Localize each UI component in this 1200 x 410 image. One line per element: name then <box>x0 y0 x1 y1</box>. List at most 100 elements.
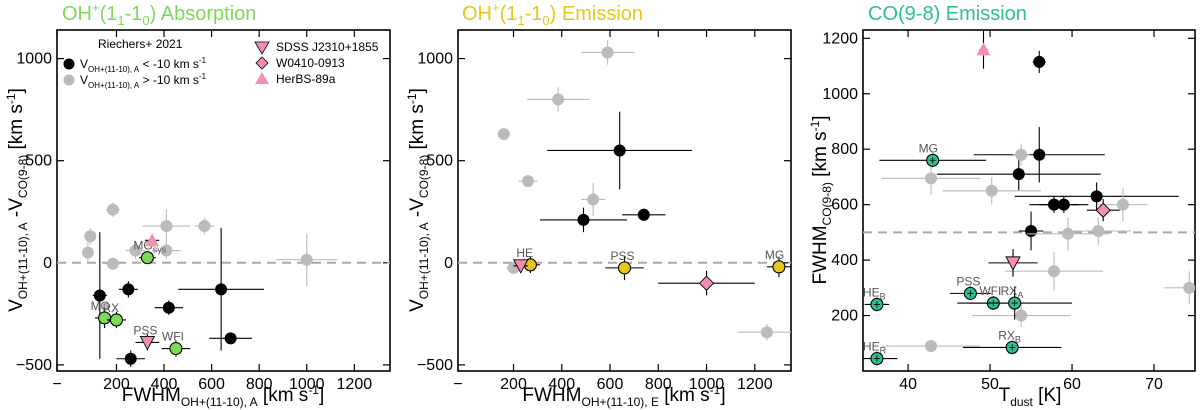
panel1-ytick-label: 500 <box>25 153 52 170</box>
panel3-point <box>1005 256 1021 271</box>
panel2-xtick-label: 400 <box>548 376 575 393</box>
panel3-point-label: WFI <box>979 284 1001 298</box>
panel3-xtick-label: 50 <box>981 376 999 393</box>
panel1-point <box>160 244 173 257</box>
panel1-point <box>124 352 137 365</box>
panel2-xtick-label: 200 <box>500 376 527 393</box>
panel3-point <box>1025 224 1038 237</box>
legend-marker-black <box>63 58 75 70</box>
legend-marker-herbs <box>255 72 269 84</box>
panel3-point <box>1012 168 1025 181</box>
panel2-point <box>587 193 600 206</box>
panel1-point <box>93 289 106 302</box>
legend-marker-grey <box>63 74 75 86</box>
legend-label-w0410: W0410-0913 <box>276 56 345 70</box>
panel3-point <box>976 42 991 56</box>
panel2-point <box>577 213 590 226</box>
panel3-title: CO(9-8) Emission <box>868 3 1027 25</box>
panel3-xlabel: Tdust [K] <box>999 385 1062 409</box>
panel3-ytick-label: 600 <box>831 197 858 214</box>
panel1-title: OH+(11-10) Absorption <box>62 0 256 28</box>
panel3-point <box>1033 148 1046 161</box>
panel3-point-label: PSS <box>956 274 980 288</box>
panel2-xtick-label: 600 <box>597 376 624 393</box>
panel3-point <box>1057 198 1070 211</box>
panel2-point-label: MG <box>765 248 784 262</box>
panel2-xtick-label: 800 <box>645 376 672 393</box>
panel1-point <box>84 230 97 243</box>
panel3-point <box>985 184 998 197</box>
panel1-xtick-label: 200 <box>103 376 130 393</box>
legend-label-herbs: HerBS-89a <box>276 72 336 86</box>
panel2-point <box>772 260 786 274</box>
panel2-xtick-label: − <box>453 376 462 393</box>
panel2-point <box>613 144 626 157</box>
panel2-point <box>512 259 529 274</box>
panel3-point <box>1095 202 1111 218</box>
panel1-xtick-label: 1000 <box>289 376 325 393</box>
panel1-xtick-label: 1200 <box>337 376 373 393</box>
panel1-ytick-label: 1000 <box>16 51 52 68</box>
panel1-axes-frame <box>56 29 391 372</box>
panel3-point-label: MG <box>919 141 938 155</box>
panel3-axes-frame <box>862 29 1196 372</box>
panel2-point-label: PSS <box>611 249 635 263</box>
panel1-point <box>139 335 156 351</box>
panel2-ytick-label: −500 <box>417 357 453 374</box>
panel2-axes-frame <box>457 29 792 372</box>
panel2-point <box>617 261 632 275</box>
panel3-point <box>1015 148 1028 161</box>
panel3-ytick-label: 800 <box>831 141 858 158</box>
panel1-ytick-label: 0 <box>43 255 52 272</box>
panel1-xtick-label: − <box>52 376 61 393</box>
panel2-point <box>698 275 715 291</box>
legend-label-black: VOH+(11-10), A < -10 km s-1 <box>80 56 207 74</box>
panel2-ytick-label: 500 <box>426 153 453 170</box>
panel3-point-label: HEB <box>863 285 886 301</box>
panel2-xtick-label: 1200 <box>737 376 773 393</box>
panel3-ytick-label: 1000 <box>822 86 858 103</box>
panel1-xtick-label: 600 <box>198 376 225 393</box>
panel3-point <box>1061 227 1074 240</box>
panel3-point <box>1090 190 1103 203</box>
panel2-point <box>601 46 614 59</box>
panel2-plot-area: HE PSS MG <box>458 40 791 341</box>
panel2-point <box>760 326 773 339</box>
panel2-title: OH+(11-10) Emission <box>462 0 643 28</box>
panel1-point <box>109 313 124 327</box>
panel2-ytick-label: 0 <box>444 255 453 272</box>
panel3-point <box>925 172 938 185</box>
panel1-point <box>300 253 313 266</box>
panel3-point <box>1015 309 1028 322</box>
legend-marker-sdss <box>254 41 270 55</box>
panel3-point <box>1116 198 1129 211</box>
panel1-point-label: MG <box>91 299 110 313</box>
panel1-point <box>198 220 211 233</box>
panel1-point-label: WFI <box>162 330 184 344</box>
panel1-point <box>224 332 237 345</box>
panel3-point <box>925 340 938 353</box>
panel3-xtick-label: 40 <box>899 376 917 393</box>
panel3-ylabel: FWHMCO(9-8) [km s-1] <box>808 115 834 284</box>
panel2-ylabel: VOH+(11-10), A -VCO(9-8) [km s-1] <box>405 88 431 312</box>
panel1-xlabel: FWHMOH+(11-10), A [km s-1] <box>122 383 325 409</box>
panel3-ytick-label: 200 <box>831 308 858 325</box>
panel1-xtick-label: 400 <box>151 376 178 393</box>
panel2-point <box>497 128 510 141</box>
legend: Riechers+ 2021 VOH+(11-10), A < -10 km s… <box>63 37 379 90</box>
panel2-point <box>552 93 565 106</box>
panel1-point <box>122 283 135 296</box>
panel2-ytick-label: 1000 <box>417 51 453 68</box>
panel2-point-label: HE <box>516 246 533 260</box>
panel1-point <box>106 203 119 216</box>
panel3-point-label: RXA <box>1001 284 1024 300</box>
panel1-point <box>129 244 142 257</box>
panel2-xtick-label: 1000 <box>689 376 725 393</box>
panel3-ytick-label: 1200 <box>822 30 858 47</box>
panel2-xlabel: FWHMOH+(11-10), E [km s-1] <box>522 383 725 409</box>
panel1-point <box>140 251 154 265</box>
panel1-ytick-label: −500 <box>16 357 52 374</box>
